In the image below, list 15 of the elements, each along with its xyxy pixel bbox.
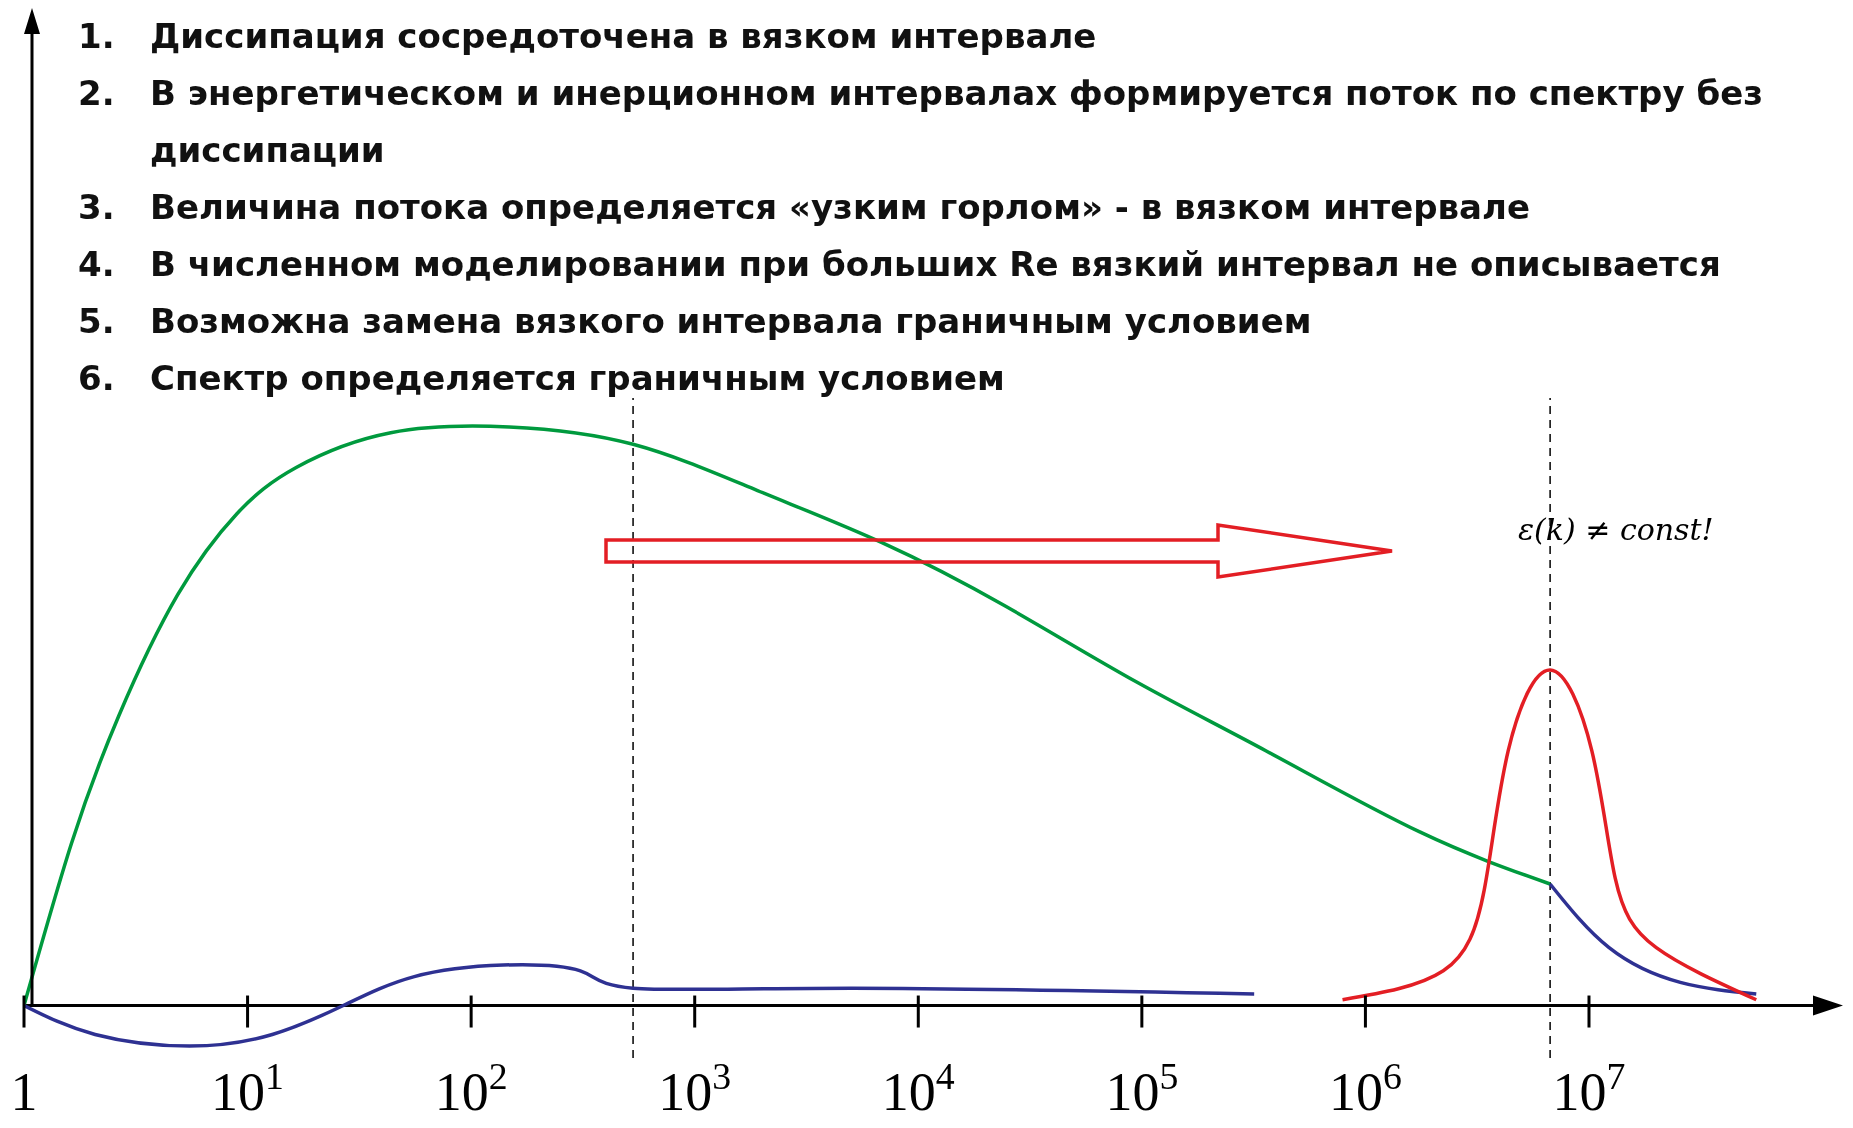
x-tick-label: 10$^{3}$ xyxy=(658,1055,732,1122)
text: 6. Спектр определяется граничным условием xyxy=(78,357,1005,400)
text: 5. Возможна замена вязкого интервала граничным условием xyxy=(78,300,1312,343)
x-tick-label: 10$^{2}$ xyxy=(434,1055,508,1122)
x-tick-label: 10$^{5}$ xyxy=(1105,1055,1179,1122)
x-tick-label: 10$^{1}$ xyxy=(211,1055,285,1122)
text: 4. В численном моделировании при больших Re вязкий интервал не описывается xyxy=(78,243,1721,286)
x-tick-label: 1 xyxy=(10,1062,38,1122)
text: 3. Величина потока определяется «узким горлом» - в вязком интервале xyxy=(78,186,1531,229)
text: 2. В энергетическом и инерционном интервалах формируется поток по спектру без диссипации xyxy=(78,72,1764,172)
x-tick-label: 10$^{4}$ xyxy=(881,1055,955,1122)
x-tick-label: 10$^{7}$ xyxy=(1552,1055,1626,1122)
text: 1. Диссипация сосредоточена в вязком интервале xyxy=(78,15,1097,58)
x-tick-label: 10$^{6}$ xyxy=(1328,1055,1402,1122)
annotation: ε(k) ≠ const! xyxy=(1518,512,1714,547)
